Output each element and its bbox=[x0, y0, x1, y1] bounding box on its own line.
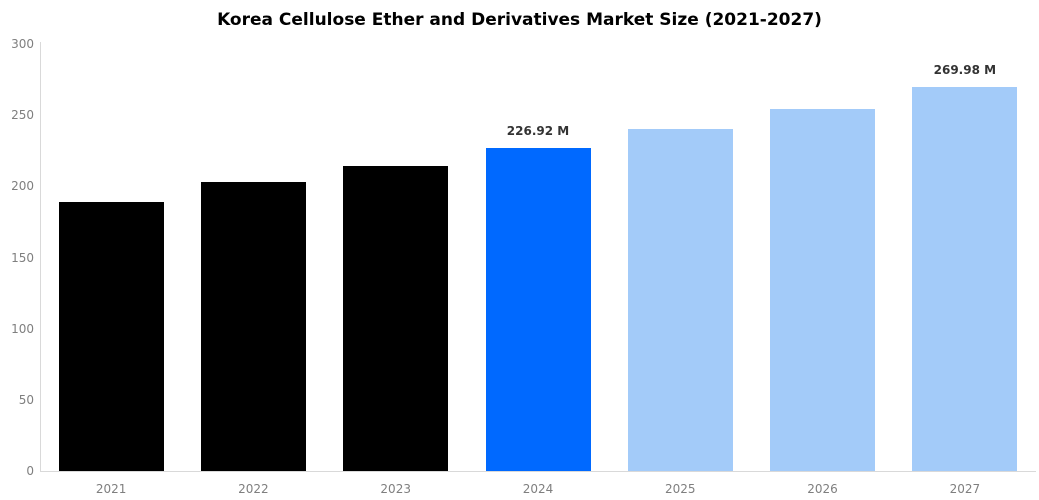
y-tick-label-50: 50 bbox=[18, 392, 34, 407]
x-tick-label-2026: 2026 bbox=[807, 482, 838, 496]
bar-2024 bbox=[485, 148, 591, 471]
bar-2021 bbox=[58, 201, 164, 471]
x-tick-label-2023: 2023 bbox=[380, 482, 411, 496]
x-axis-line bbox=[40, 471, 1036, 472]
y-tick-label-0: 0 bbox=[26, 464, 34, 478]
x-tick-label-2022: 2022 bbox=[238, 482, 269, 496]
y-tick-label-200: 200 bbox=[11, 179, 34, 194]
y-tick-label-150: 150 bbox=[11, 250, 34, 265]
chart-title: Korea Cellulose Ether and Derivatives Ma… bbox=[217, 10, 822, 30]
y-tick-label-100: 100 bbox=[11, 321, 34, 336]
x-tick-label-2027: 2027 bbox=[949, 482, 981, 496]
bar-value-label-2027: 269.98 M bbox=[933, 62, 997, 77]
x-tick-label-2021: 2021 bbox=[95, 482, 127, 496]
bar-value-label-2024: 226.92 M bbox=[506, 124, 570, 139]
y-axis-line bbox=[40, 42, 41, 471]
bar-2023 bbox=[343, 166, 449, 471]
bar-2026 bbox=[770, 109, 876, 471]
y-tick-label-300: 300 bbox=[11, 37, 34, 51]
x-tick-label-2024: 2024 bbox=[522, 482, 554, 496]
bar-2027 bbox=[912, 86, 1018, 471]
bar-2025 bbox=[627, 129, 733, 471]
x-tick-label-2025: 2025 bbox=[665, 482, 696, 496]
y-tick-label-250: 250 bbox=[11, 108, 34, 123]
bar-2022 bbox=[200, 182, 306, 471]
